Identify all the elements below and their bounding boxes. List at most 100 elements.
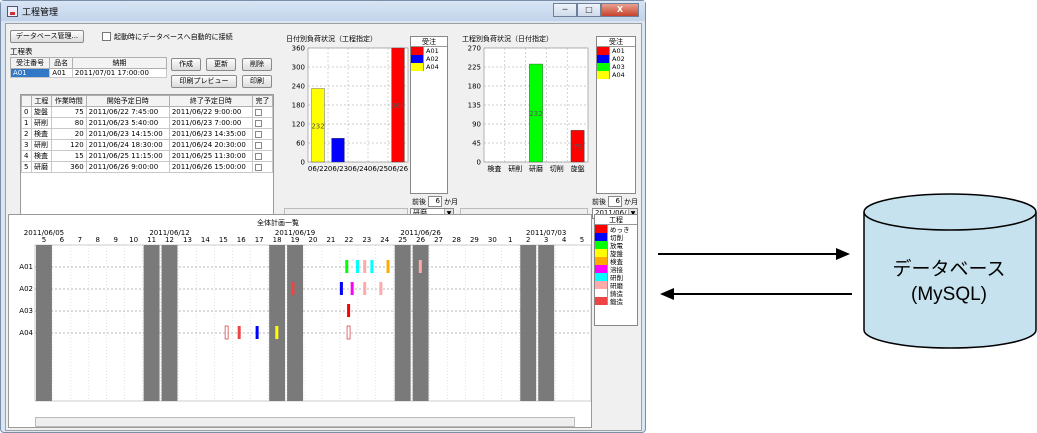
day-label: 19: [291, 236, 300, 244]
process-cell[interactable]: 0: [21, 106, 32, 118]
y-tick-label: 225: [468, 64, 481, 72]
process-cell[interactable]: 2011/06/22 9:00:00: [168, 106, 253, 118]
process-cell[interactable]: 2011/06/24 18:30:00: [85, 139, 170, 151]
process-cell[interactable]: 2011/06/23 14:15:00: [85, 128, 170, 140]
done-checkbox[interactable]: [254, 130, 262, 138]
day-label: 29: [470, 236, 479, 244]
table-row[interactable]: 4 検査 15 2011/06/25 11:15:00 2011/06/25 11:30…: [21, 150, 274, 162]
process-cell[interactable]: 5: [21, 161, 32, 173]
chart1-months-input[interactable]: 6: [428, 196, 442, 207]
chart2-legend-item: A04: [597, 71, 635, 79]
process-cell[interactable]: 15: [50, 150, 87, 162]
chart1-legend-item: A02: [411, 55, 447, 63]
chart2-legend-item: A03: [597, 63, 635, 71]
day-label: 13: [183, 236, 192, 244]
chart1-process-value: 研磨: [413, 209, 427, 217]
task-bar: [363, 282, 367, 295]
process-cell[interactable]: 検査: [30, 128, 52, 140]
db-manage-button[interactable]: データベース管理...: [10, 30, 84, 43]
done-cell[interactable]: [251, 128, 274, 140]
maximize-button[interactable]: □: [577, 3, 601, 17]
process-cell[interactable]: 2011/06/26 9:00:00: [85, 161, 170, 173]
chevron-down-icon[interactable]: ▼: [444, 209, 453, 218]
order-cell-item[interactable]: A01: [49, 68, 73, 78]
day-label: 7: [78, 236, 82, 244]
done-cell[interactable]: [251, 139, 274, 151]
chart2-months-label: 前後: [592, 198, 606, 206]
process-cell[interactable]: 1: [21, 117, 32, 129]
process-cell[interactable]: 2011/06/25 11:15:00: [85, 150, 170, 162]
table-row[interactable]: 0 旋盤 75 2011/06/22 7:45:00 2011/06/22 9:00:0…: [21, 106, 274, 118]
gantt-legend-item: 鋳造: [595, 289, 637, 298]
process-cell[interactable]: 研削: [30, 139, 52, 151]
delete-button[interactable]: 削除: [242, 58, 272, 71]
y-tick-label: 120: [292, 121, 305, 129]
process-cell[interactable]: 2011/06/22 7:45:00: [85, 106, 170, 118]
day-label: 17: [255, 236, 264, 244]
process-cell[interactable]: 120: [50, 139, 87, 151]
process-cell[interactable]: 2011/06/23 14:35:00: [168, 128, 253, 140]
table-row[interactable]: 5 研磨 360 2011/06/26 9:00:00 2011/06/26 15:00…: [21, 161, 274, 173]
process-cell[interactable]: 3: [21, 139, 32, 151]
table-row[interactable]: A01 A01 2011/07/01 17:00:00: [9, 68, 168, 78]
process-cell[interactable]: 2011/06/24 20:30:00: [168, 139, 253, 151]
process-cell[interactable]: 検査: [30, 150, 52, 162]
process-cell[interactable]: 4: [21, 150, 32, 162]
chart2-months-input[interactable]: 6: [608, 196, 622, 207]
x-tick-label: 06/23: [328, 165, 348, 173]
close-button[interactable]: X: [601, 3, 639, 17]
legend-swatch: [597, 47, 610, 55]
x-tick-label: 06/25: [368, 165, 388, 173]
process-cell[interactable]: 20: [50, 128, 87, 140]
process-cell[interactable]: 2011/06/26 15:00:00: [168, 161, 253, 173]
order-cell-no[interactable]: A01: [9, 68, 51, 78]
done-cell[interactable]: [251, 106, 274, 118]
week-label: 2011/07/03: [526, 229, 566, 237]
process-cell[interactable]: 研削: [30, 117, 52, 129]
done-checkbox[interactable]: [254, 108, 262, 116]
chart1-title: 日付別負荷状況（工程指定）: [286, 35, 377, 43]
done-cell[interactable]: [251, 117, 274, 129]
process-cell[interactable]: 研磨: [30, 161, 52, 173]
day-label: 15: [219, 236, 228, 244]
done-cell[interactable]: [251, 161, 274, 173]
day-label: 24: [380, 236, 389, 244]
process-cell[interactable]: 80: [50, 117, 87, 129]
process-cell[interactable]: 2011/06/23 5:40:00: [85, 117, 170, 129]
task-bar: [339, 282, 343, 295]
done-checkbox[interactable]: [254, 152, 262, 160]
task-bar: [255, 326, 259, 339]
process-cell[interactable]: 2011/06/23 7:00:00: [168, 117, 253, 129]
process-cell[interactable]: 2: [21, 128, 32, 140]
task-bar: [363, 260, 367, 273]
gantt-scrollbar[interactable]: [35, 417, 575, 427]
order-cell-due[interactable]: 2011/07/01 17:00:00: [71, 68, 168, 78]
day-label: 12: [165, 236, 174, 244]
process-cell[interactable]: 75: [50, 106, 87, 118]
table-row[interactable]: 3 研削 120 2011/06/24 18:30:00 2011/06/24 20:3…: [21, 139, 274, 151]
gantt-legend-item: 研削: [595, 273, 637, 282]
legend-swatch: [595, 297, 608, 305]
y-tick-label: 0: [301, 159, 305, 167]
done-checkbox[interactable]: [254, 119, 262, 127]
done-checkbox[interactable]: [254, 163, 262, 171]
create-button[interactable]: 作成: [171, 58, 201, 71]
minimize-button[interactable]: ─: [553, 3, 577, 17]
process-cell[interactable]: 2011/06/25 11:30:00: [168, 150, 253, 162]
chevron-down-icon[interactable]: ▼: [628, 209, 637, 218]
auto-connect-checkbox[interactable]: [102, 32, 111, 41]
process-header-5: 完了: [251, 95, 274, 107]
day-label: 5: [42, 236, 46, 244]
done-cell[interactable]: [251, 150, 274, 162]
update-button[interactable]: 更新: [206, 58, 236, 71]
table-row[interactable]: 1 研削 80 2011/06/23 5:40:00 2011/06/23 7:00:0…: [21, 117, 274, 129]
x-tick-label: 06/22: [308, 165, 328, 173]
process-cell[interactable]: 旋盤: [30, 106, 52, 118]
y-tick-label: 300: [292, 64, 305, 72]
print-button[interactable]: 印刷: [242, 75, 272, 88]
print-preview-button[interactable]: 印刷プレビュー: [171, 75, 237, 88]
done-checkbox[interactable]: [254, 141, 262, 149]
gantt-legend-item: 鍛造: [595, 297, 637, 306]
table-row[interactable]: 2 検査 20 2011/06/23 14:15:00 2011/06/23 14:35…: [21, 128, 274, 140]
process-cell[interactable]: 360: [50, 161, 87, 173]
